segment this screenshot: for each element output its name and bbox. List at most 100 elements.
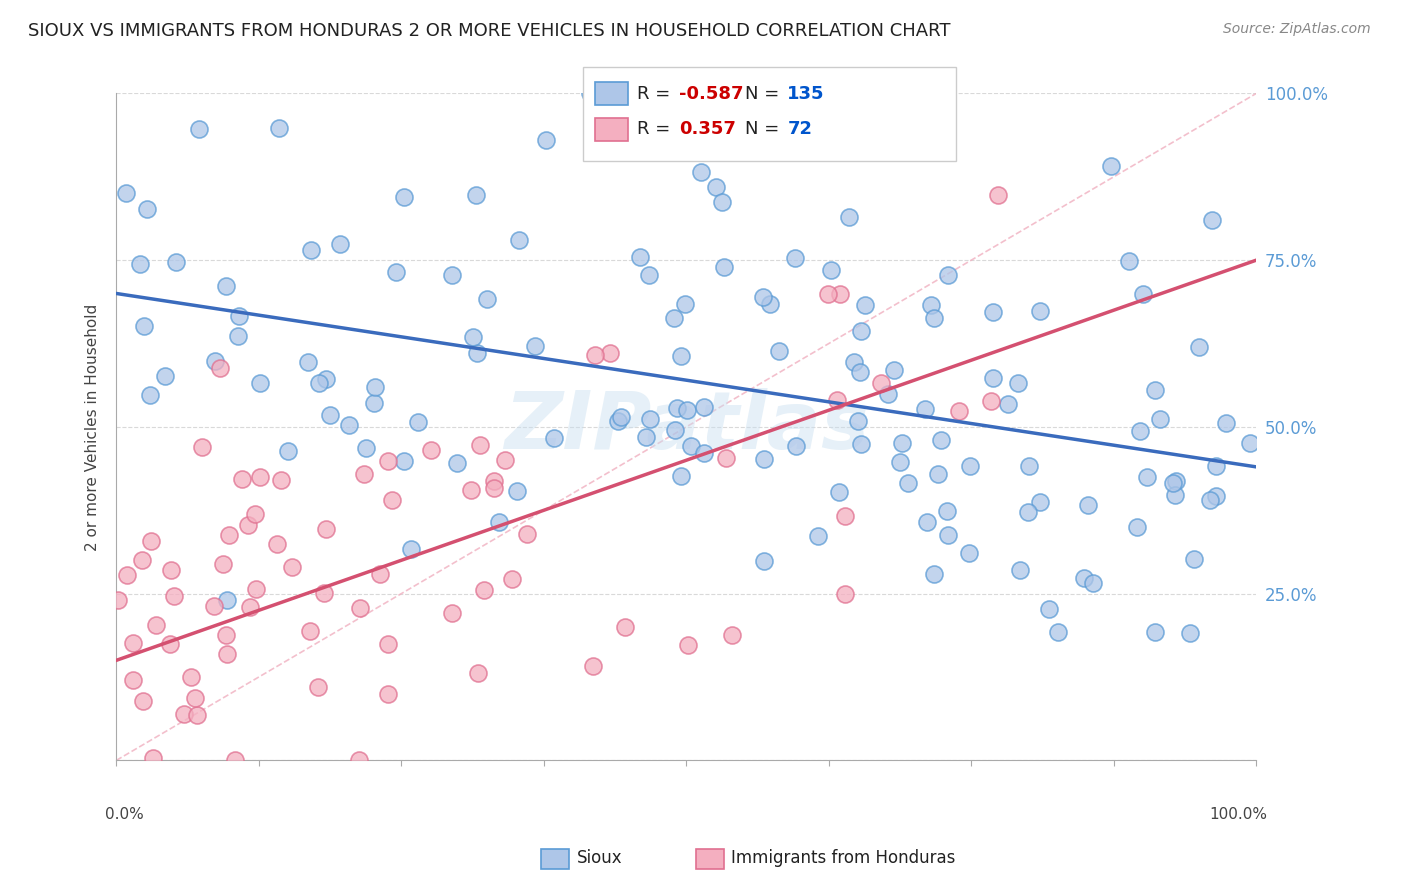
- Point: [245, 582, 267, 596]
- Point: [377, 637, 399, 651]
- Point: [1007, 376, 1029, 390]
- Point: [121, 635, 143, 649]
- Point: [711, 195, 734, 210]
- Point: [180, 671, 202, 685]
- Point: [204, 354, 226, 368]
- Point: [107, 593, 129, 607]
- Point: [399, 542, 422, 557]
- Point: [349, 600, 371, 615]
- Point: [987, 188, 1010, 202]
- Point: [347, 753, 370, 767]
- Point: [609, 409, 631, 424]
- Point: [1081, 575, 1104, 590]
- Point: [381, 493, 404, 508]
- Point: [243, 508, 266, 522]
- Point: [315, 372, 337, 386]
- Point: [759, 297, 782, 311]
- Text: 0.0%: 0.0%: [105, 807, 143, 822]
- Point: [980, 393, 1002, 408]
- Point: [638, 268, 661, 282]
- Point: [501, 572, 523, 586]
- Point: [508, 233, 530, 247]
- Point: [754, 451, 776, 466]
- Point: [212, 558, 235, 572]
- Point: [354, 442, 377, 456]
- Point: [828, 286, 851, 301]
- Point: [628, 251, 651, 265]
- Point: [673, 297, 696, 311]
- Point: [1136, 470, 1159, 484]
- Point: [392, 454, 415, 468]
- Point: [634, 430, 657, 444]
- Point: [160, 563, 183, 577]
- Point: [441, 268, 464, 283]
- Point: [891, 435, 914, 450]
- Point: [114, 186, 136, 200]
- Point: [187, 122, 209, 136]
- Point: [183, 690, 205, 705]
- Point: [392, 190, 415, 204]
- Point: [1129, 424, 1152, 438]
- Point: [834, 587, 856, 601]
- Point: [1132, 286, 1154, 301]
- Text: 0.357: 0.357: [679, 120, 735, 138]
- Point: [506, 484, 529, 499]
- Point: [482, 475, 505, 489]
- Point: [368, 566, 391, 581]
- Point: [477, 293, 499, 307]
- Point: [482, 481, 505, 495]
- Point: [488, 515, 510, 529]
- Point: [460, 483, 482, 497]
- Point: [145, 618, 167, 632]
- Point: [704, 180, 727, 194]
- Point: [226, 328, 249, 343]
- Text: -0.587: -0.587: [679, 85, 744, 103]
- Point: [163, 589, 186, 603]
- Point: [659, 87, 682, 101]
- Point: [1144, 384, 1167, 398]
- Text: R =: R =: [637, 85, 676, 103]
- Point: [153, 369, 176, 384]
- Point: [927, 467, 949, 482]
- Text: SIOUX VS IMMIGRANTS FROM HONDURAS 2 OR MORE VEHICLES IN HOUSEHOLD CORRELATION CH: SIOUX VS IMMIGRANTS FROM HONDURAS 2 OR M…: [28, 22, 950, 40]
- Point: [997, 397, 1019, 411]
- Point: [1239, 436, 1261, 450]
- Point: [849, 365, 872, 379]
- Point: [202, 599, 225, 613]
- Text: R =: R =: [637, 120, 676, 138]
- Point: [768, 343, 790, 358]
- Point: [935, 504, 957, 518]
- Point: [1018, 458, 1040, 473]
- Point: [579, 87, 602, 101]
- Point: [215, 648, 238, 662]
- Point: [752, 290, 775, 304]
- Point: [853, 298, 876, 312]
- Point: [785, 252, 807, 266]
- Point: [191, 440, 214, 454]
- Text: Sioux: Sioux: [576, 849, 621, 867]
- Point: [938, 528, 960, 542]
- Point: [472, 582, 495, 597]
- Point: [678, 639, 700, 653]
- Text: Source: ZipAtlas.com: Source: ZipAtlas.com: [1223, 22, 1371, 37]
- Point: [1073, 571, 1095, 585]
- Point: [1205, 459, 1227, 474]
- Point: [315, 522, 337, 536]
- Point: [1047, 625, 1070, 640]
- Point: [1149, 412, 1171, 426]
- Point: [599, 346, 621, 360]
- Point: [384, 265, 406, 279]
- Point: [1077, 498, 1099, 512]
- Point: [159, 637, 181, 651]
- Point: [297, 355, 319, 369]
- Point: [524, 339, 547, 353]
- Point: [142, 751, 165, 765]
- Point: [536, 133, 558, 147]
- Point: [281, 560, 304, 574]
- Point: [209, 360, 232, 375]
- Point: [665, 401, 688, 416]
- Point: [269, 121, 291, 136]
- Point: [419, 442, 441, 457]
- Point: [638, 412, 661, 426]
- Point: [981, 305, 1004, 319]
